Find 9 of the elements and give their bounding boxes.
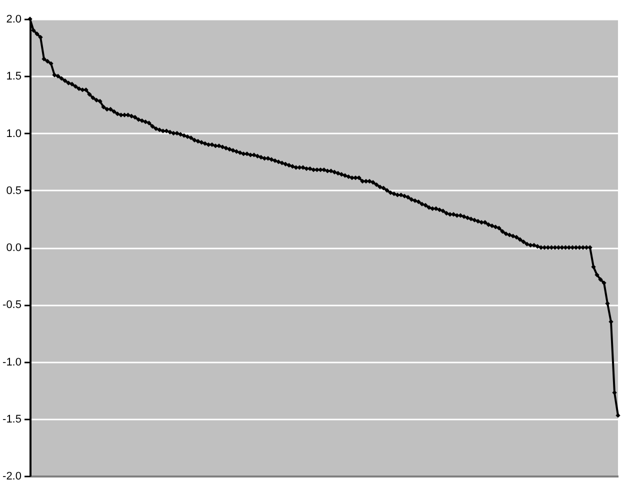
y-tick-label: -0.5 <box>2 299 22 312</box>
y-tick-label: -2.0 <box>2 470 22 481</box>
y-tick-label: 2.0 <box>6 14 22 26</box>
y-tick-label: 0.0 <box>6 242 22 254</box>
y-tick-label: 1.0 <box>6 128 22 140</box>
y-tick-label: -1.0 <box>2 356 22 368</box>
y-tick-label: -1.5 <box>2 413 22 426</box>
y-tick-label: 1.5 <box>6 70 22 83</box>
y-tick-label: 0.5 <box>6 184 22 197</box>
